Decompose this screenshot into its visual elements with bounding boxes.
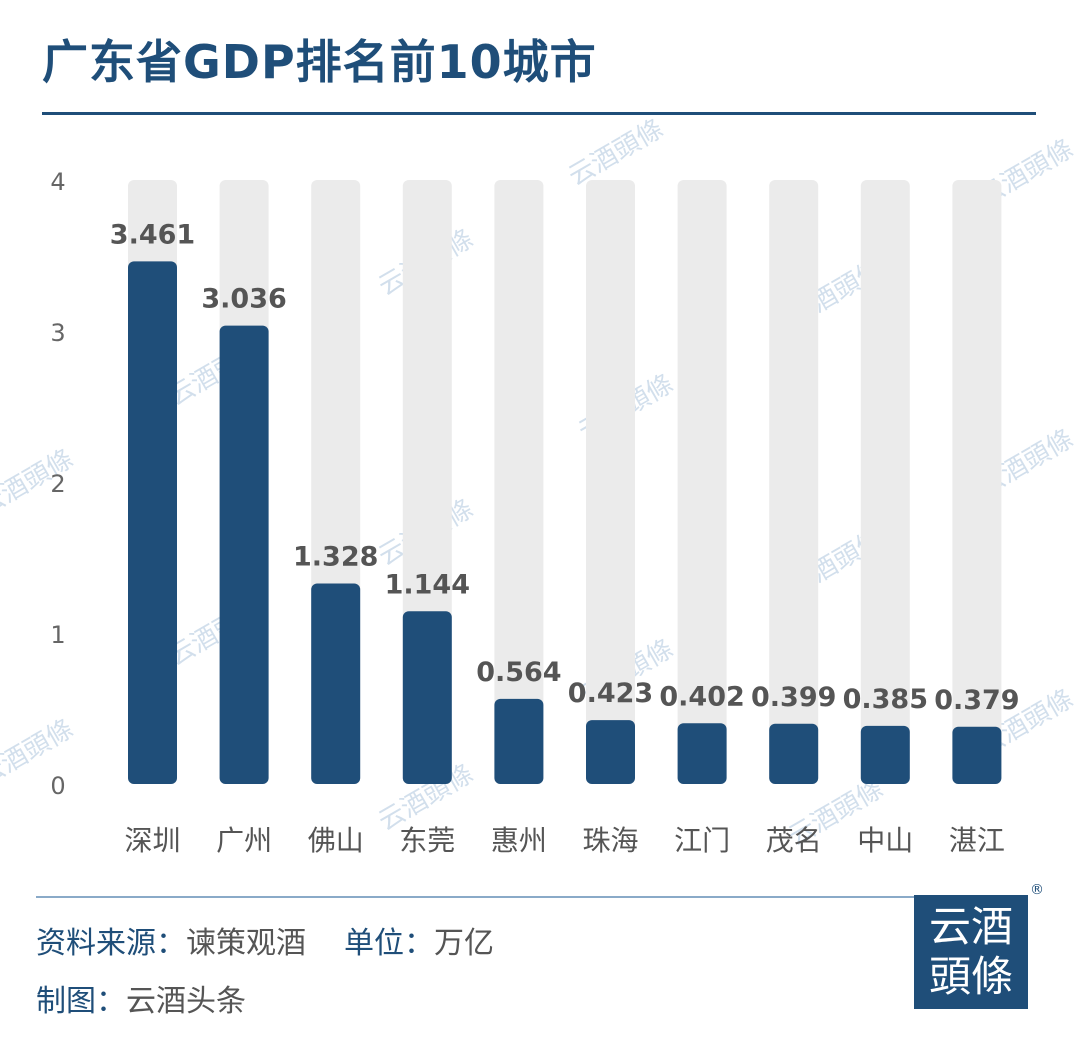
value-label: 3.461 (110, 219, 195, 250)
bar-珠海 (586, 720, 635, 784)
value-label: 1.328 (293, 541, 378, 572)
x-tick-label: 珠海 (582, 824, 638, 857)
bar-track (494, 180, 544, 784)
chart-title: 广东省GDP排名前10城市 (42, 35, 597, 89)
maker-value: 云酒头条 (126, 984, 246, 1019)
registered-mark: ® (1030, 882, 1044, 898)
x-tick-label: 佛山 (308, 824, 364, 857)
bar-广州 (219, 325, 269, 784)
title-divider (42, 112, 1036, 115)
bar-佛山 (311, 583, 361, 784)
x-tick-label: 湛江 (949, 824, 1005, 857)
x-tick-label: 广州 (216, 824, 272, 857)
bar-track (860, 180, 910, 784)
value-label: 3.036 (201, 284, 286, 315)
brand-logo: 云酒 頭條 (914, 895, 1028, 1009)
bar-深圳 (128, 261, 177, 784)
x-tick-label: 江门 (674, 824, 730, 857)
y-tick-label: 2 (50, 470, 65, 498)
y-tick-label: 4 (50, 168, 65, 196)
bar-track (586, 180, 635, 784)
source-line: 资料来源：谏策观酒 单位：万亿 (36, 918, 494, 962)
source-value: 谏策观酒 (186, 926, 306, 961)
value-label: 0.399 (751, 682, 836, 713)
value-label: 0.564 (476, 657, 561, 688)
value-label: 1.144 (385, 569, 470, 600)
x-tick-label: 东莞 (399, 824, 455, 857)
bar-江门 (677, 723, 727, 784)
x-tick-label: 深圳 (124, 824, 180, 857)
unit-label: 单位： (344, 926, 434, 961)
watermark-text: 云酒頭條 (0, 444, 79, 522)
bar-中山 (860, 725, 910, 784)
x-tick-label: 惠州 (491, 824, 547, 857)
watermark-text: 云酒頭條 (0, 714, 79, 792)
value-label: 0.423 (568, 678, 653, 709)
maker-line: 制图：云酒头条 (36, 976, 246, 1020)
value-label: 0.379 (934, 685, 1019, 716)
bar-茂名 (769, 723, 819, 784)
bar-惠州 (494, 698, 544, 784)
logo-line-2: 頭條 (928, 952, 1013, 1001)
y-tick-label: 0 (50, 772, 65, 800)
logo-line-1: 云酒 (928, 902, 1013, 951)
value-label: 0.385 (843, 684, 928, 715)
x-tick-label: 茂名 (766, 824, 822, 857)
bar-track (769, 180, 819, 784)
unit-value: 万亿 (434, 926, 494, 961)
y-tick-label: 3 (50, 319, 65, 347)
bar-湛江 (952, 726, 1002, 784)
y-tick-label: 1 (50, 621, 65, 649)
bar-track (952, 180, 1002, 784)
value-label: 0.402 (659, 681, 744, 712)
bar-track (677, 180, 727, 784)
bar-东莞 (402, 611, 452, 784)
x-tick-label: 中山 (857, 824, 913, 857)
footer-divider (36, 896, 916, 898)
source-label: 资料来源： (36, 926, 186, 961)
maker-label: 制图： (36, 984, 126, 1019)
